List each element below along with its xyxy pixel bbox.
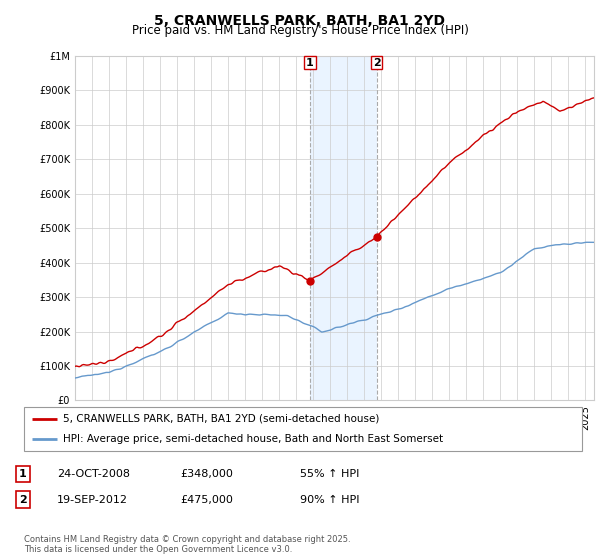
Text: 1: 1: [306, 58, 314, 68]
Text: 2: 2: [19, 494, 26, 505]
Text: 55% ↑ HPI: 55% ↑ HPI: [300, 469, 359, 479]
Text: 2: 2: [373, 58, 380, 68]
Text: 1: 1: [19, 469, 26, 479]
Text: 19-SEP-2012: 19-SEP-2012: [57, 494, 128, 505]
Text: Price paid vs. HM Land Registry's House Price Index (HPI): Price paid vs. HM Land Registry's House …: [131, 24, 469, 37]
Text: HPI: Average price, semi-detached house, Bath and North East Somerset: HPI: Average price, semi-detached house,…: [63, 434, 443, 444]
Bar: [310, 56, 377, 400]
Text: Contains HM Land Registry data © Crown copyright and database right 2025.
This d: Contains HM Land Registry data © Crown c…: [24, 535, 350, 554]
Text: £348,000: £348,000: [180, 469, 233, 479]
Text: 24-OCT-2008: 24-OCT-2008: [57, 469, 130, 479]
Text: £475,000: £475,000: [180, 494, 233, 505]
Text: 90% ↑ HPI: 90% ↑ HPI: [300, 494, 359, 505]
Text: 5, CRANWELLS PARK, BATH, BA1 2YD (semi-detached house): 5, CRANWELLS PARK, BATH, BA1 2YD (semi-d…: [63, 414, 379, 424]
Text: 5, CRANWELLS PARK, BATH, BA1 2YD: 5, CRANWELLS PARK, BATH, BA1 2YD: [155, 14, 445, 28]
